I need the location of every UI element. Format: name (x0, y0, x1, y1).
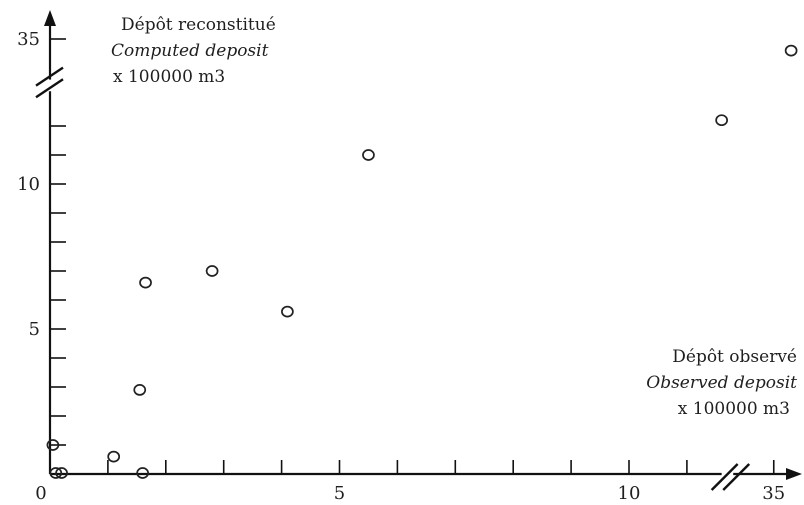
y-tick-label: 5 (29, 319, 40, 340)
x-axis-break-mark (722, 463, 751, 491)
data-point (49, 467, 63, 479)
data-point (362, 149, 375, 161)
x-title-en: Observed deposit (646, 373, 797, 393)
tick-labels: 0 5 10 35 5 10 35 (17, 29, 785, 504)
data-point (715, 114, 728, 127)
data-points (46, 44, 798, 479)
x-tick-label: 5 (334, 483, 345, 504)
data-point (46, 439, 60, 451)
x-axis-break-mark (710, 463, 739, 491)
x-unit: x 100000 m3 (678, 399, 790, 419)
x-title-fr: Dépôt observé (672, 347, 797, 367)
y-title-fr: Dépôt reconstitué (121, 15, 276, 35)
data-point (281, 305, 294, 318)
data-point (107, 450, 121, 463)
y-title-en: Computed deposit (111, 41, 269, 61)
data-point (784, 44, 798, 57)
data-point (136, 467, 149, 479)
y-axis-arrow (44, 10, 56, 26)
y-tick-label: 10 (17, 174, 40, 195)
data-point (139, 276, 152, 289)
y-axis-break-mark (35, 66, 64, 87)
x-axis-arrow (786, 468, 802, 480)
y-axis-break-mark (35, 78, 64, 99)
axes (35, 10, 802, 491)
x-tick-label: 10 (618, 483, 641, 504)
y-unit: x 100000 m3 (113, 67, 225, 87)
x-axis-title: Dépôt observé Observed deposit x 100000 … (646, 347, 797, 419)
data-point (133, 384, 147, 396)
x-tick-label: 0 (35, 483, 46, 504)
x-tick-label: 35 (762, 483, 785, 504)
axis-ticks (50, 38, 775, 474)
data-point (205, 265, 219, 277)
y-axis-title: Dépôt reconstitué Computed deposit x 100… (111, 15, 276, 87)
y-tick-label: 35 (17, 29, 40, 50)
data-point (55, 467, 68, 479)
